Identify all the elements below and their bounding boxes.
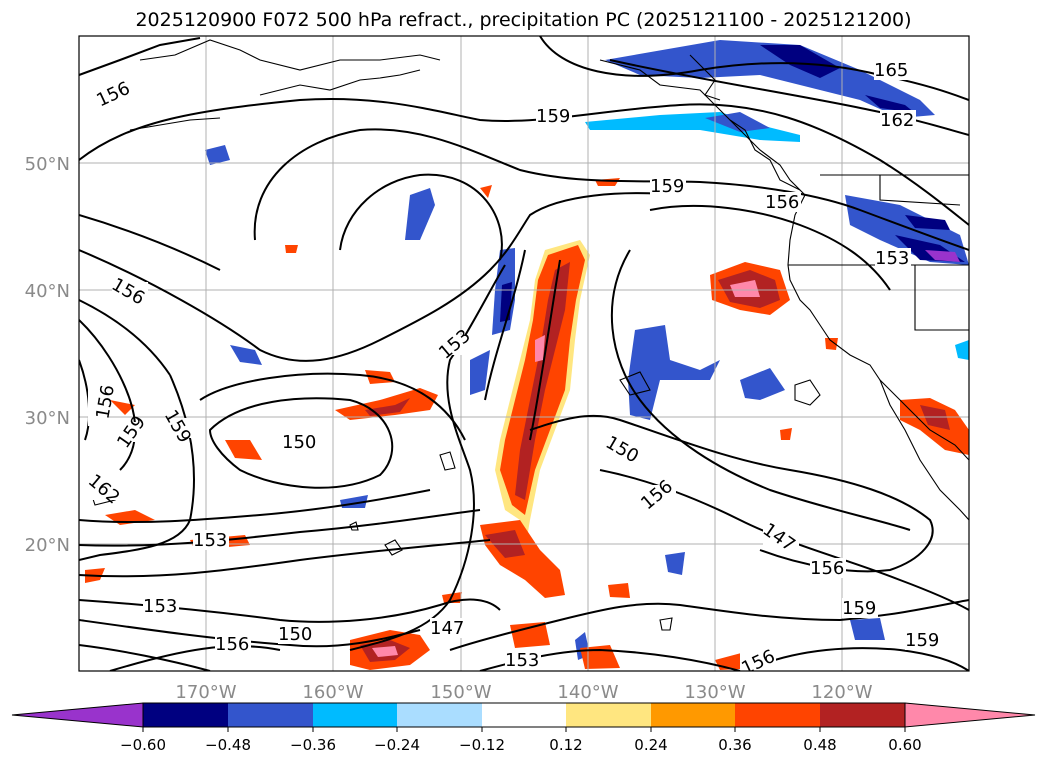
colorbar-swatch [313,703,397,727]
contour-label: 159 [536,106,570,127]
colorbar-swatch [228,703,313,727]
contour-label: 156 [765,192,799,213]
colorbar-tick: −0.24 [374,736,420,754]
contour-label: 156 [92,383,119,420]
lon-label: 170°W [175,682,236,703]
longitude-labels: 170°W 160°W 150°W 140°W 130°W 120°W [175,682,872,703]
colorbar-tick: −0.60 [120,736,166,754]
colorbar-max-extend [904,702,1036,728]
colorbar-swatch [651,703,735,727]
lat-label: 30°N [25,408,70,429]
colorbar-swatch [143,703,228,727]
positive-precip-shading [85,178,969,670]
contour-label: 150 [282,432,316,453]
colorbar-tick: 0.12 [549,736,582,754]
contour-label: 150 [602,432,642,467]
negative-precip-shading [205,40,969,660]
contour-label: 153 [143,596,177,617]
contour-label: 159 [842,598,876,619]
colorbar-tick: 0.60 [888,736,921,754]
colorbar-tick: 0.36 [718,736,751,754]
colorbar-tick-labels: −0.60 −0.48 −0.36 −0.24 −0.12 0.12 0.24 … [120,736,922,754]
colorbar-tick: −0.36 [290,736,336,754]
contour-label: 162 [880,110,914,131]
contour-label: 153 [505,650,539,671]
contour-label: 159 [650,176,684,197]
contour-label: 150 [278,624,312,645]
colorbar-swatch [820,703,905,727]
contour-label: 153 [875,248,909,269]
contour-label: 156 [738,646,778,680]
lon-label: 140°W [557,682,618,703]
contour-label: 162 [84,470,124,508]
contour-label: 156 [215,634,249,655]
lon-label: 160°W [302,682,363,703]
colorbar-tick: 0.24 [634,736,667,754]
colorbar-tick: −0.48 [205,736,251,754]
latitude-labels: 50°N 40°N 30°N 20°N [25,154,70,556]
colorbar-swatch [397,703,482,727]
lat-label: 20°N [25,535,70,556]
map-frame [78,35,970,672]
contour-label: 156 [810,558,844,579]
contour-label: 165 [874,60,908,81]
contour-label: 147 [430,618,464,639]
lat-label: 40°N [25,281,70,302]
lon-label: 120°W [811,682,872,703]
map-title: 2025120900 F072 500 hPa refract., precip… [135,9,912,31]
contour-label: 147 [759,519,799,556]
colorbar-swatch [482,703,566,727]
colorbar-tick: 0.48 [803,736,836,754]
refractivity-contours [79,36,969,671]
coastline-shape [89,39,969,631]
contour-label: 159 [905,630,939,651]
colorbar-swatch [735,703,820,727]
colorbar: −0.60 −0.48 −0.36 −0.24 −0.12 0.12 0.24 … [11,702,1036,754]
map-panel: 156 159 165 162 156 159 153 156 153 150 … [79,36,969,680]
colorbar-swatch [566,703,651,727]
colorbar-min-extend [11,702,144,728]
lon-label: 130°W [684,682,745,703]
contour-label: 153 [193,530,227,551]
lon-label: 150°W [430,682,491,703]
colorbar-tick: −0.12 [459,736,505,754]
lat-label: 50°N [25,154,70,175]
